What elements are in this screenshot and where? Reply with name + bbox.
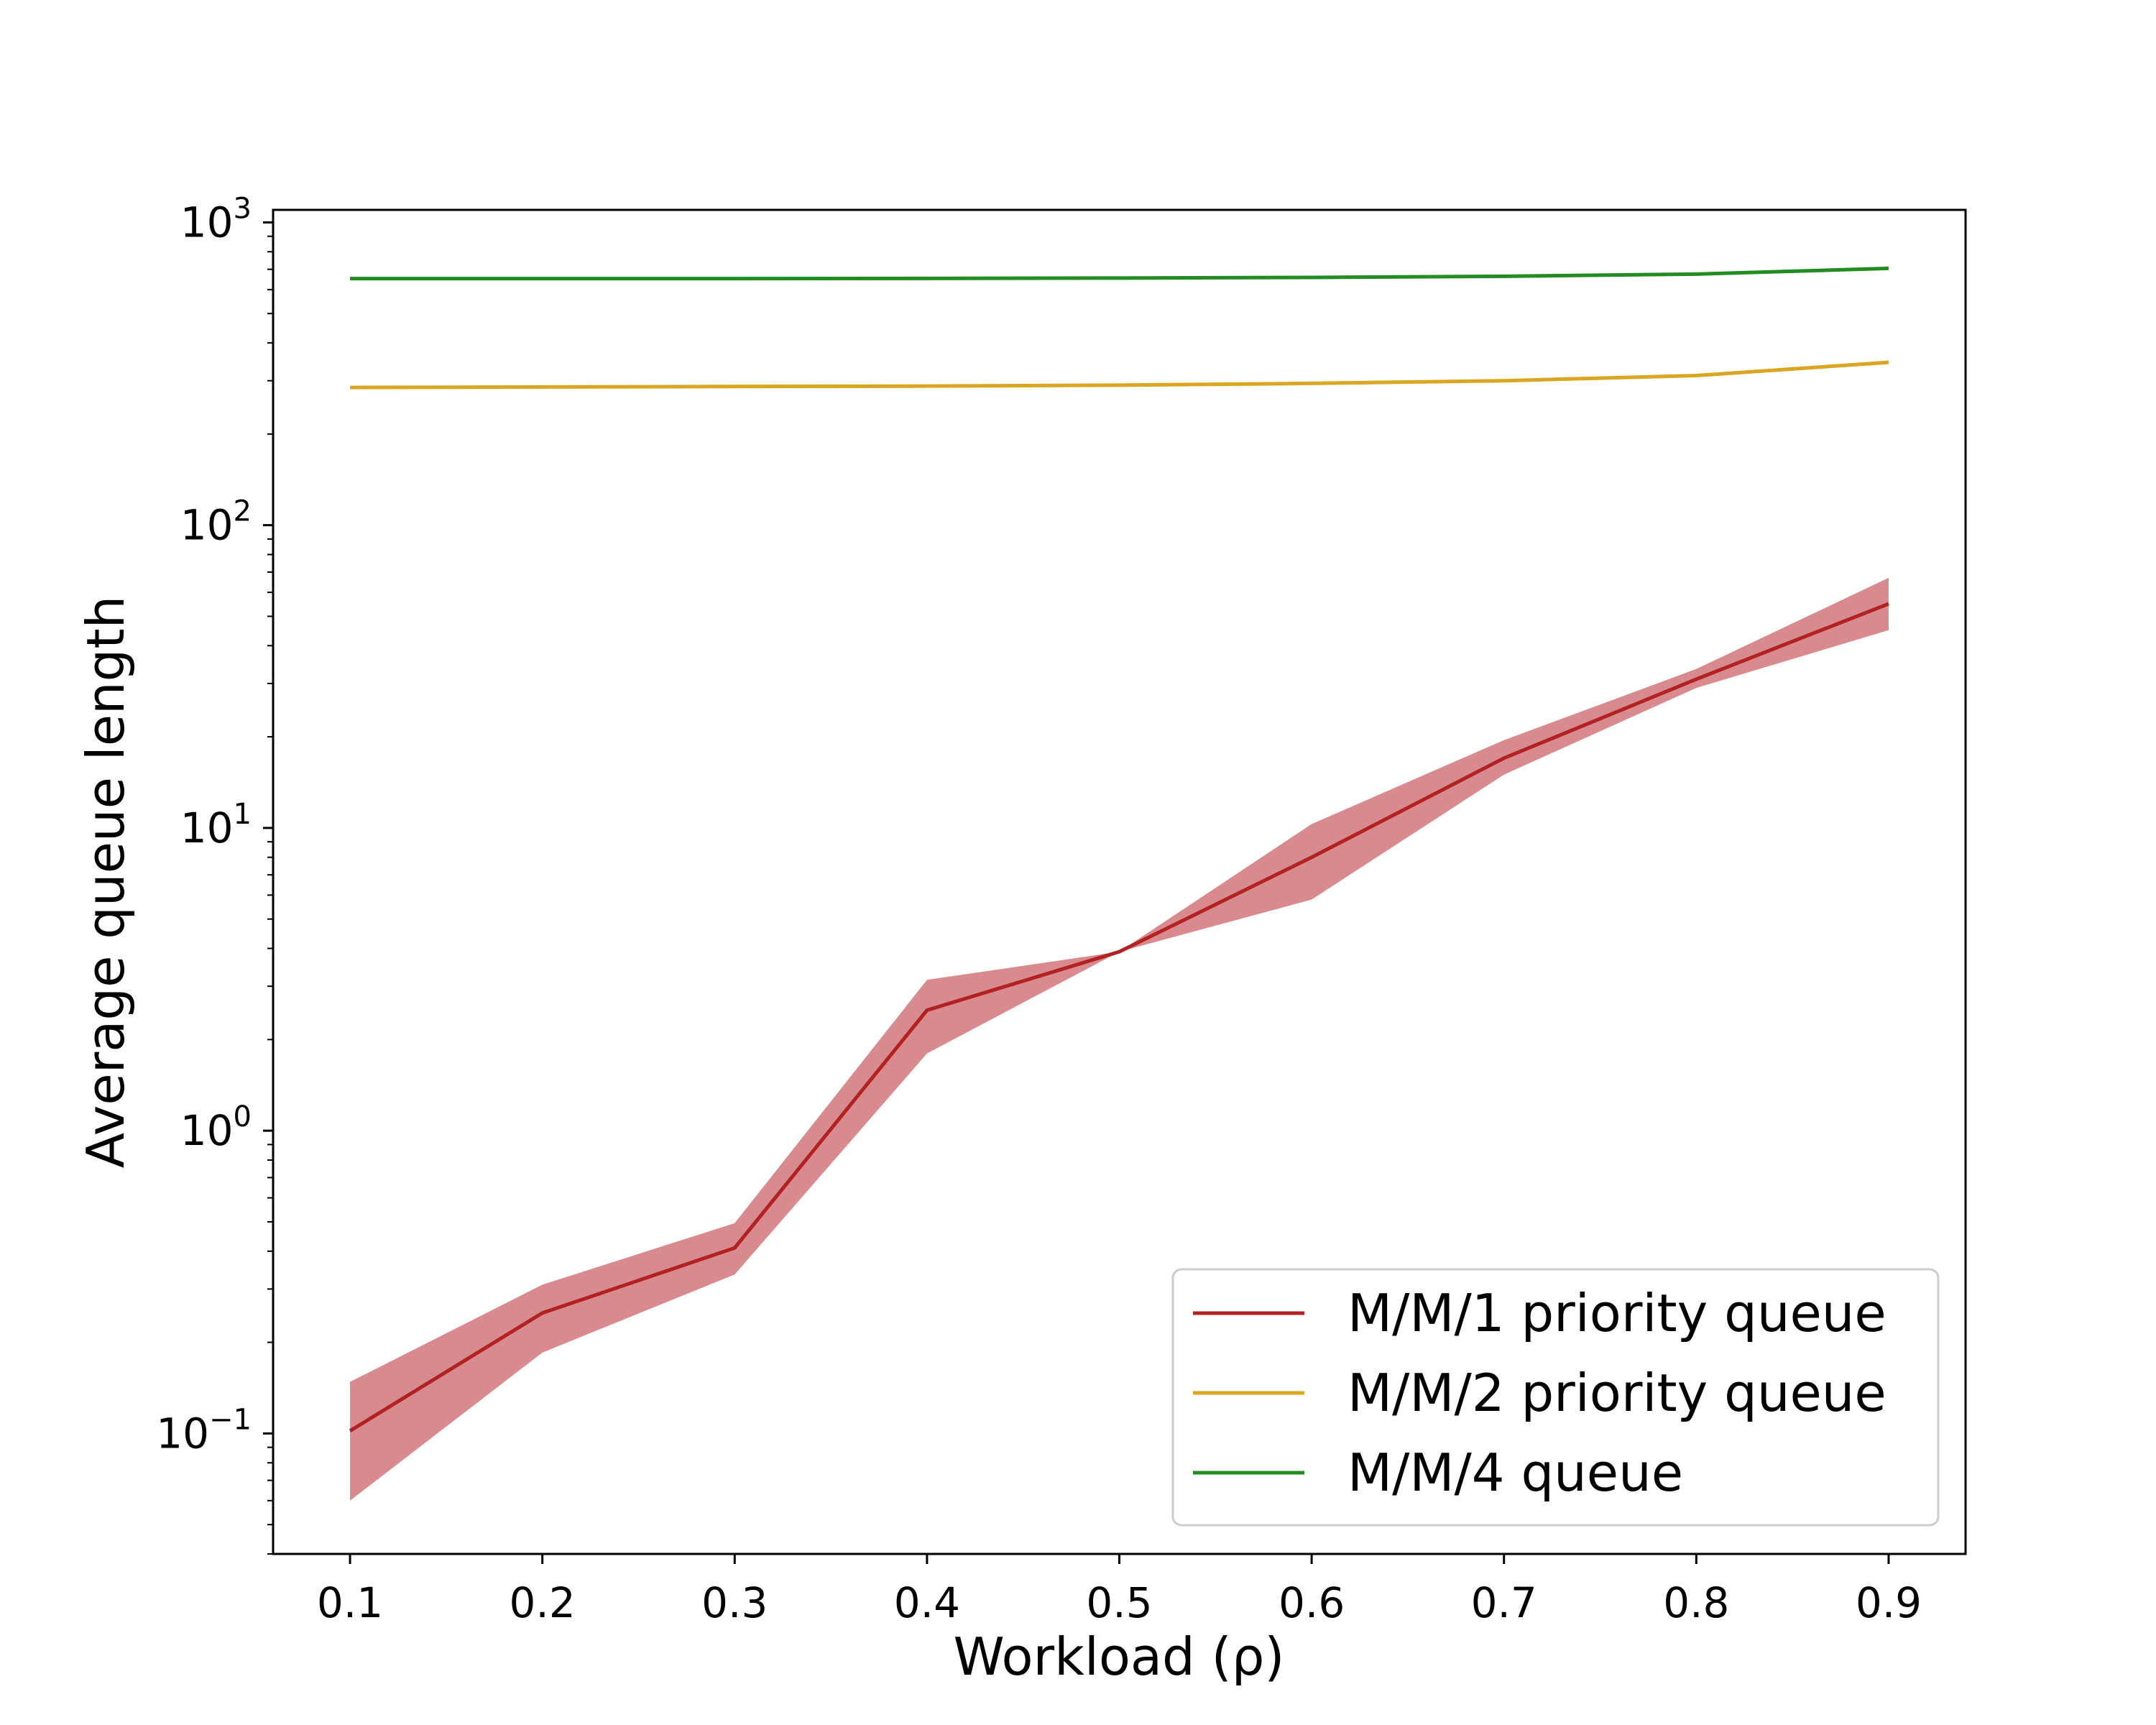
line-m-m-1-priority-queue — [349, 602, 1889, 1432]
x-tick-label: 0.6 — [1279, 1578, 1345, 1627]
x-tick-label: 0.3 — [701, 1578, 768, 1627]
line-m-m-4-queue — [350, 266, 1889, 281]
x-tick-label: 0.4 — [894, 1578, 960, 1627]
y-tick-label: 103 — [180, 192, 252, 247]
x-tick-label: 0.7 — [1471, 1578, 1537, 1627]
band-m-m-1-priority-queue — [350, 577, 1889, 1501]
x-axis-title: Workload (ρ) — [954, 1627, 1285, 1687]
y-axis-title: Average queue length — [75, 596, 136, 1169]
y-axis-ticks: 10−1 100 101 102 103 — [156, 192, 273, 1555]
y-tick-label: 101 — [180, 798, 252, 852]
legend-label-mm1: M/M/1 priority queue — [1348, 1283, 1886, 1343]
legend-label-mm4: M/M/4 queue — [1348, 1443, 1683, 1503]
confidence-bands — [350, 577, 1889, 1501]
x-tick-label: 0.9 — [1856, 1578, 1922, 1627]
series-lines — [349, 266, 1889, 1432]
x-tick-label: 0.1 — [317, 1578, 383, 1627]
line-m-m-2-priority-queue — [350, 360, 1889, 390]
y-tick-label: 10−1 — [156, 1403, 252, 1458]
x-axis-ticks: 0.1 0.2 0.3 0.4 0.5 0.6 0.7 0.8 0.9 — [317, 1554, 1922, 1627]
x-tick-label: 0.2 — [510, 1578, 576, 1627]
legend-box — [1171, 1268, 1940, 1527]
legend-label-mm2: M/M/2 priority queue — [1348, 1363, 1886, 1423]
x-tick-label: 0.5 — [1086, 1578, 1152, 1627]
x-tick-label: 0.8 — [1663, 1578, 1729, 1627]
legend: M/M/1 priority queue M/M/2 priority queu… — [1171, 1268, 1940, 1527]
y-tick-label: 102 — [180, 495, 252, 550]
y-tick-label: 100 — [180, 1100, 252, 1155]
